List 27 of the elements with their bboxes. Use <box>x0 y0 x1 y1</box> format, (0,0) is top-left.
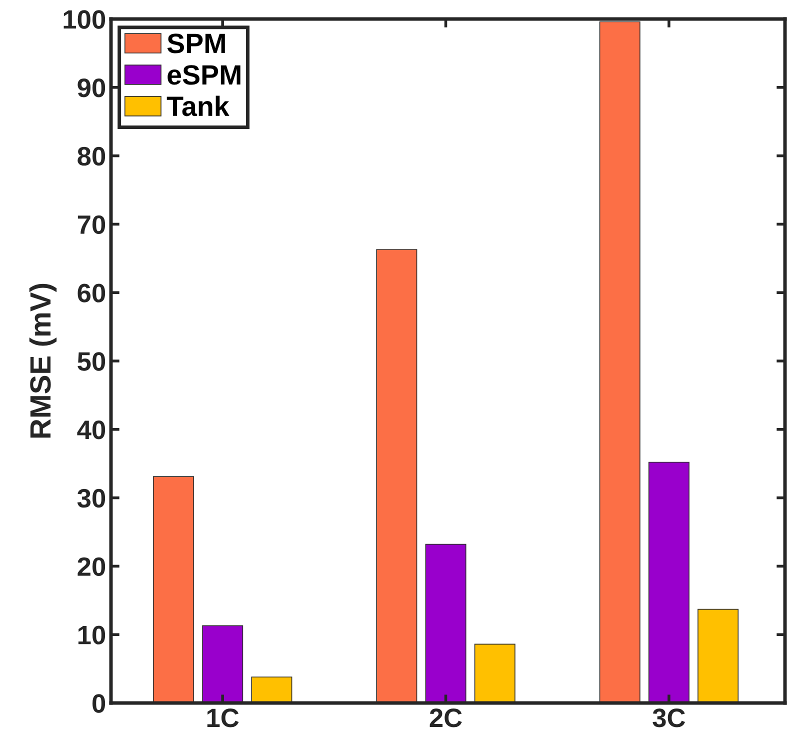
bar <box>474 644 516 703</box>
y-tick-label: 0 <box>92 694 106 713</box>
y-tick-label: 30 <box>77 488 106 508</box>
y-tick-label: 80 <box>78 146 106 166</box>
bar <box>648 462 690 703</box>
y-axis-title: RMSE (mV) <box>29 284 57 438</box>
bar <box>599 21 640 703</box>
x-tick-label: 1C <box>207 708 239 728</box>
y-tick-label: 100 <box>64 10 106 29</box>
x-tick-label: 3C <box>652 708 686 728</box>
bar <box>698 608 739 703</box>
legend-label: SPM <box>167 34 225 54</box>
bar <box>152 476 194 703</box>
y-tick-label: 20 <box>78 557 106 576</box>
bar <box>425 544 466 703</box>
y-tick-label: 90 <box>78 78 106 98</box>
y-tick-label: 70 <box>78 215 106 234</box>
bar <box>202 625 244 703</box>
y-tick-label: 10 <box>78 626 106 644</box>
y-tick-label: 40 <box>77 420 106 440</box>
x-tick-label: 2C <box>430 708 462 728</box>
y-tick-label: 50 <box>78 352 106 371</box>
bar <box>376 249 418 703</box>
y-tick-label: 60 <box>78 284 106 302</box>
legend-label: eSPM <box>168 65 240 85</box>
legend-label: Tank <box>166 96 230 116</box>
bar <box>251 676 292 703</box>
